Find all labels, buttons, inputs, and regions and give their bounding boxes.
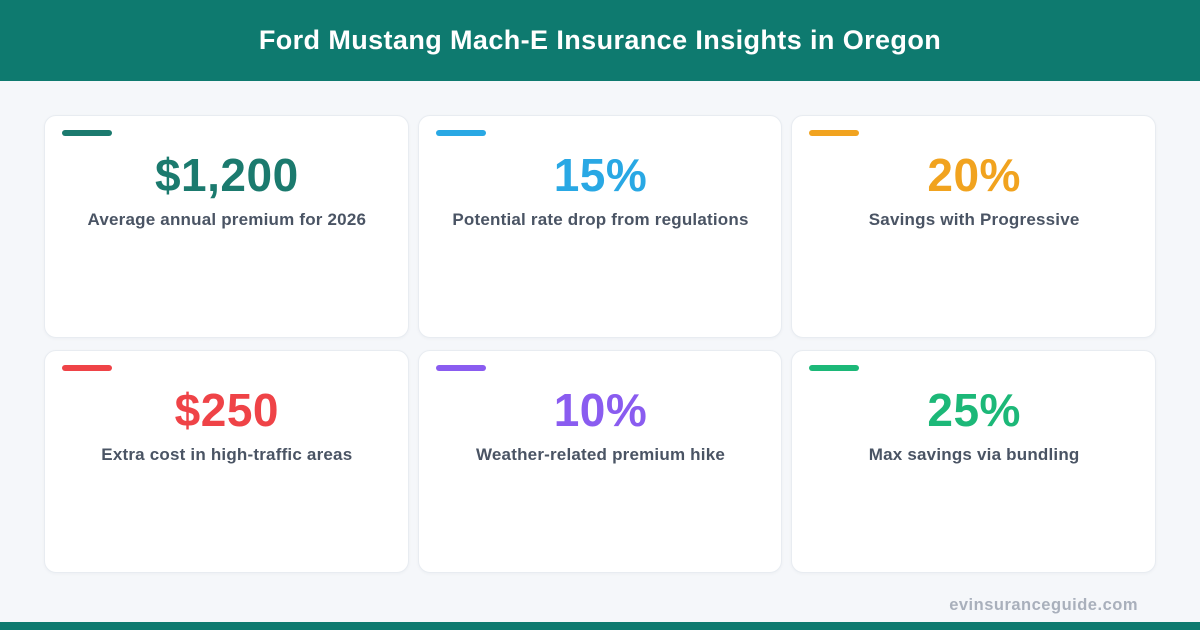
stat-card: $250 Extra cost in high-traffic areas bbox=[44, 350, 409, 573]
stat-label: Weather-related premium hike bbox=[475, 444, 725, 464]
header-banner: Ford Mustang Mach-E Insurance Insights i… bbox=[0, 0, 1200, 81]
stat-card: $1,200 Average annual premium for 2026 bbox=[44, 115, 409, 338]
card-accent-bar bbox=[62, 365, 112, 371]
card-accent-bar bbox=[62, 130, 112, 136]
card-accent-bar bbox=[435, 130, 486, 136]
stat-card: 25% Max savings via bundling bbox=[791, 350, 1156, 573]
stat-card: 15% Potential rate drop from regulations bbox=[417, 115, 783, 338]
stat-label: Extra cost in high-traffic areas bbox=[101, 444, 353, 464]
bottom-accent-bar bbox=[0, 622, 1200, 630]
stat-value: $250 bbox=[174, 384, 279, 436]
stat-value: 15% bbox=[553, 149, 648, 201]
stat-label: Potential rate drop from regulations bbox=[452, 209, 749, 229]
stat-card: 20% Savings with Progressive bbox=[791, 115, 1156, 338]
stat-value: 20% bbox=[927, 149, 1021, 201]
stat-label: Max savings via bundling bbox=[868, 444, 1080, 464]
stat-value: 10% bbox=[553, 384, 648, 436]
stat-value: 25% bbox=[927, 384, 1021, 436]
card-accent-bar bbox=[435, 365, 486, 371]
card-accent-bar bbox=[809, 130, 860, 136]
site-watermark: evinsuranceguide.com bbox=[949, 596, 1138, 614]
stat-card: 10% Weather-related premium hike bbox=[417, 350, 783, 573]
stat-label: Savings with Progressive bbox=[868, 209, 1080, 229]
stats-grid: $1,200 Average annual premium for 2026 1… bbox=[0, 81, 1200, 573]
page-title: Ford Mustang Mach-E Insurance Insights i… bbox=[258, 25, 942, 55]
card-accent-bar bbox=[809, 365, 860, 371]
stat-value: $1,200 bbox=[154, 149, 299, 201]
stat-label: Average annual premium for 2026 bbox=[87, 209, 367, 229]
